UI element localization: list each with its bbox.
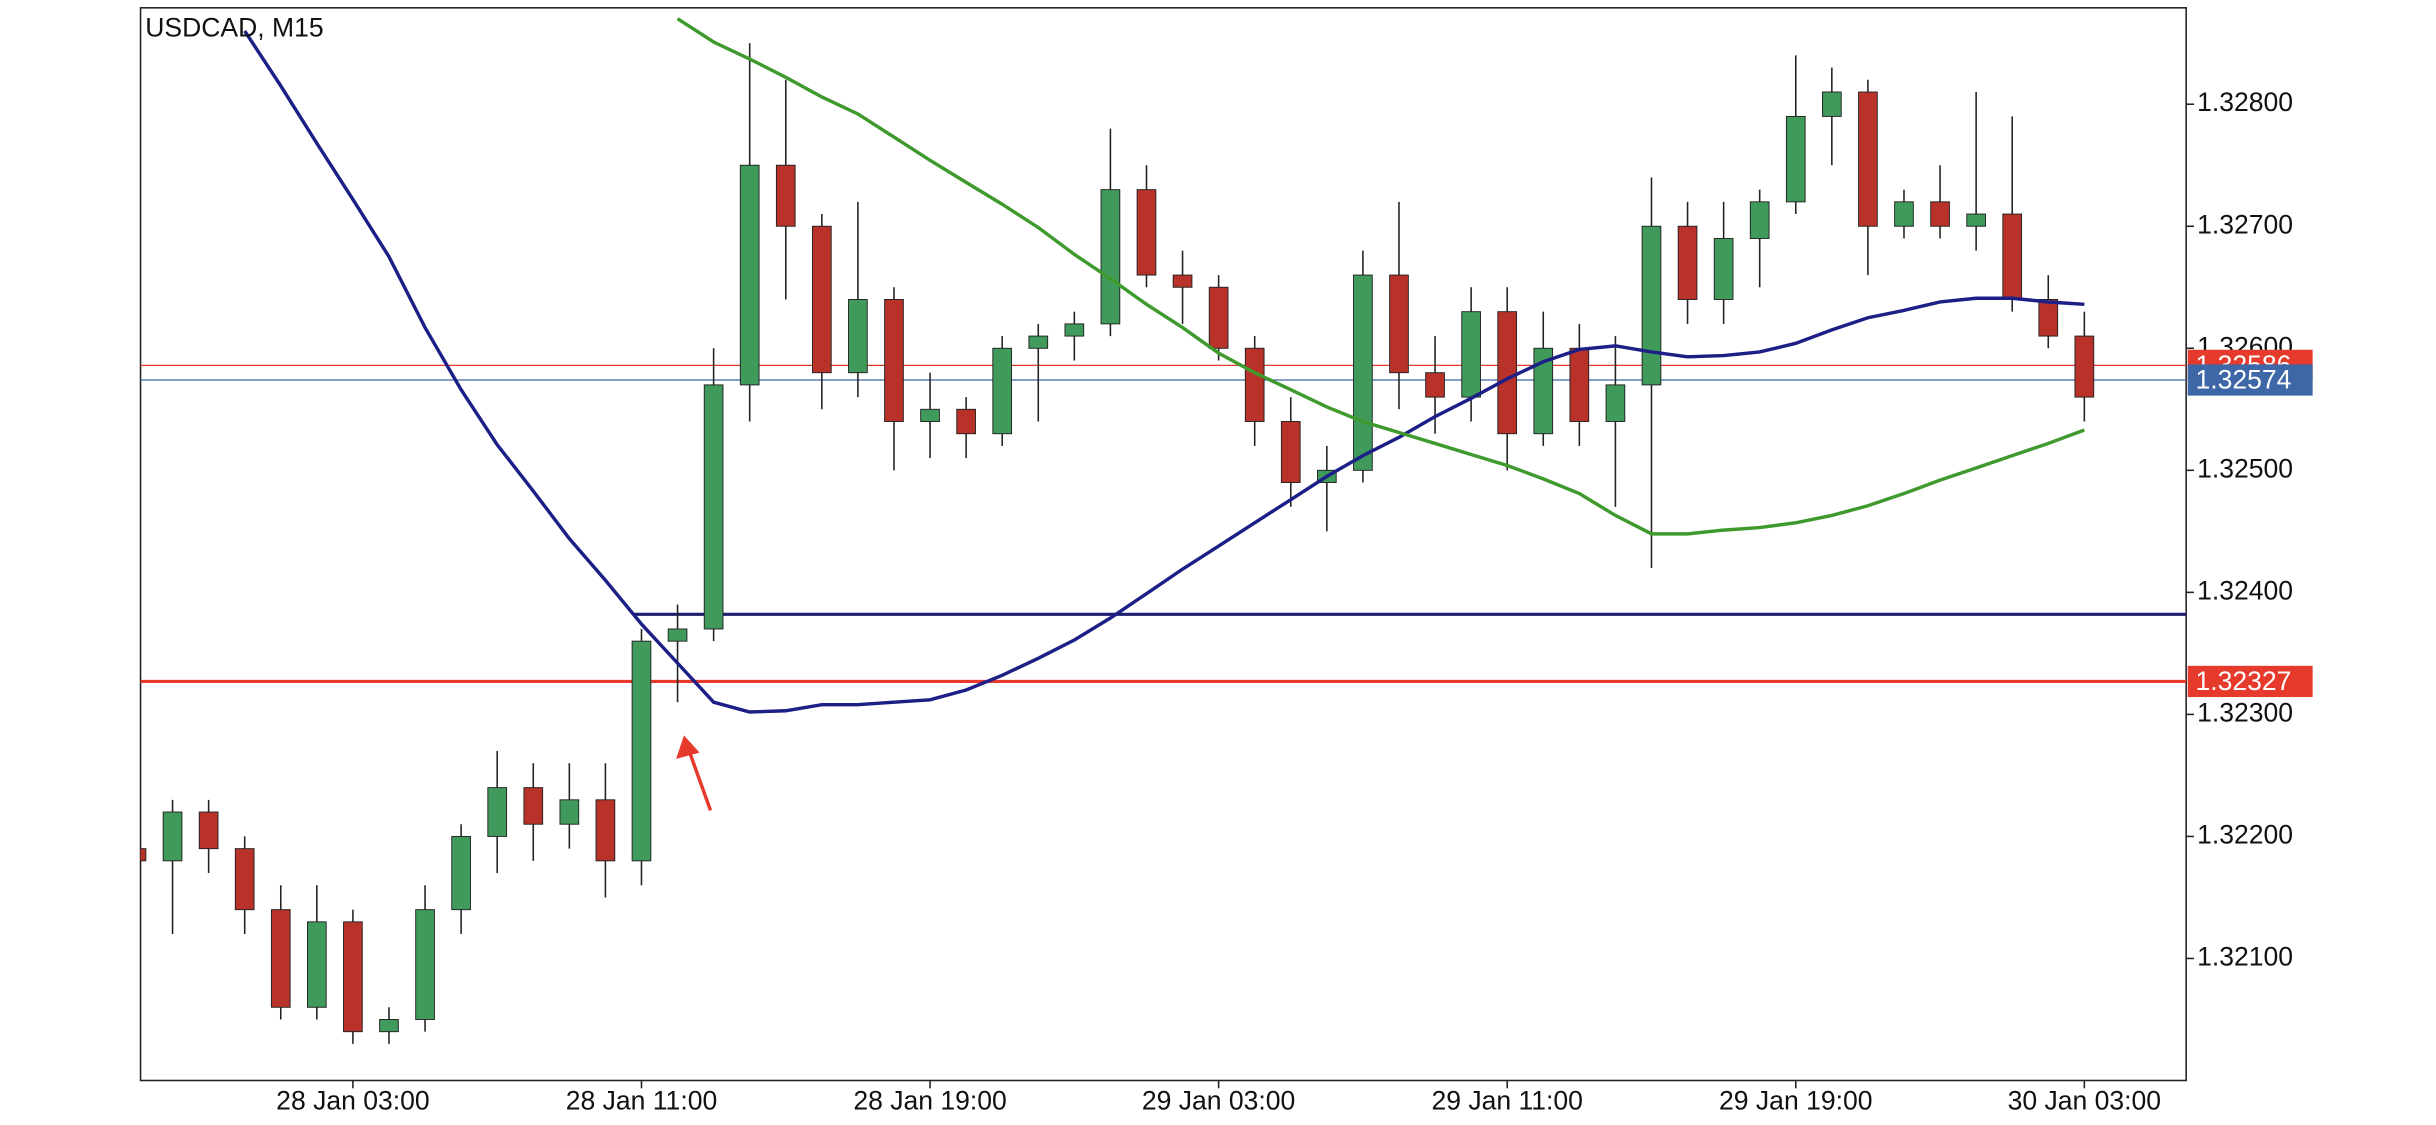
- candle-body: [1785, 115, 1806, 203]
- candle-body: [1822, 91, 1842, 117]
- candle-body: [234, 848, 255, 911]
- price-tag: [2187, 665, 2313, 698]
- x-tick-label: 28 Jan 19:00: [853, 1085, 1006, 1115]
- candle-body: [198, 811, 219, 850]
- candle-body: [487, 787, 508, 837]
- candle-body: [2002, 213, 2023, 300]
- candle-body: [1605, 384, 1626, 422]
- y-tick-label: 1.32100: [2197, 941, 2293, 971]
- price-tag-label: 1.32327: [2196, 666, 2292, 696]
- candle-body: [1533, 347, 1554, 435]
- x-tick-label: 28 Jan 11:00: [566, 1085, 717, 1115]
- axes: 1.321001.322001.323001.324001.325001.326…: [276, 87, 2313, 1115]
- candle-body: [631, 640, 652, 862]
- candle-body: [1425, 372, 1445, 398]
- candle-body: [270, 909, 291, 1008]
- price-tag: [2187, 364, 2313, 396]
- candle-body: [1930, 201, 1950, 227]
- chart-title: USDCAD, M15: [145, 13, 323, 43]
- plot-area: [140, 17, 2187, 1044]
- arrow-shaft: [687, 748, 713, 811]
- candle-body: [1677, 225, 1698, 300]
- candle-body: [992, 347, 1013, 435]
- candle-body: [1208, 286, 1229, 349]
- candle-body: [920, 408, 940, 422]
- candle-body: [703, 384, 724, 630]
- candle-body: [2074, 335, 2095, 398]
- x-tick-label: 29 Jan 03:00: [1142, 1085, 1295, 1115]
- candle-body: [1894, 201, 1914, 227]
- candle-body: [1966, 213, 1986, 227]
- candle-body: [884, 299, 904, 422]
- candle-body: [848, 299, 868, 374]
- candle-body: [1497, 311, 1518, 435]
- candle-body: [1461, 311, 1481, 398]
- x-tick-label: 29 Jan 11:00: [1431, 1085, 1582, 1115]
- x-tick-label: 28 Jan 03:00: [276, 1085, 429, 1115]
- y-tick-label: 1.32700: [2197, 209, 2293, 239]
- candle-body: [1280, 421, 1301, 483]
- candle-body: [1858, 91, 1878, 227]
- candle-body: [451, 835, 471, 911]
- candle-body: [595, 799, 616, 862]
- candle-body: [956, 408, 976, 435]
- arrow-head: [676, 735, 700, 759]
- candle-body: [739, 164, 760, 386]
- candle-body: [379, 1019, 399, 1033]
- moving-average: [676, 17, 2085, 536]
- x-tick-label: 29 Jan 19:00: [1719, 1085, 1872, 1115]
- candle-body: [343, 921, 363, 1033]
- candle-body: [523, 787, 544, 825]
- candle-body: [1389, 274, 1409, 374]
- candle-body: [1172, 274, 1193, 288]
- candle-body: [811, 225, 832, 374]
- candle-body: [1749, 201, 1770, 239]
- candle-body: [140, 848, 147, 862]
- candle-body: [1028, 335, 1049, 349]
- candle-body: [1064, 323, 1085, 337]
- x-tick-label: 30 Jan 03:00: [2008, 1085, 2161, 1115]
- candle-body: [1100, 189, 1121, 325]
- y-tick-label: 1.32800: [2197, 87, 2293, 117]
- annotation-arrow: [676, 735, 713, 811]
- moving-average: [243, 29, 2085, 714]
- candle-body: [162, 811, 183, 862]
- y-tick-label: 1.32300: [2197, 697, 2293, 727]
- y-tick-label: 1.32200: [2197, 819, 2293, 849]
- y-tick-label: 1.32500: [2197, 453, 2293, 483]
- candle-body: [1353, 274, 1373, 471]
- candle-body: [306, 921, 327, 1008]
- candle-body: [1136, 189, 1157, 276]
- candle-body: [775, 164, 796, 227]
- candle-body: [415, 909, 435, 1020]
- candle-body: [1244, 347, 1265, 422]
- candle-body: [1641, 225, 1662, 386]
- plot-frame: [139, 7, 2187, 1082]
- candle-body: [667, 628, 688, 642]
- candle-body: [559, 799, 580, 825]
- candle-body: [1713, 237, 1734, 300]
- price-tag-label: 1.32574: [2196, 365, 2292, 395]
- candle-body: [1569, 347, 1590, 422]
- candle-body: [2038, 299, 2059, 337]
- y-tick-label: 1.32400: [2197, 575, 2293, 605]
